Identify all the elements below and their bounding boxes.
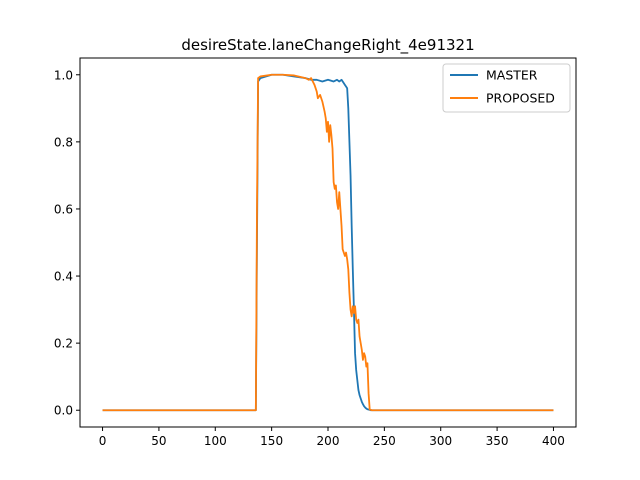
y-tick-label: 0.2 <box>54 337 73 351</box>
x-tick-label: 400 <box>542 434 565 448</box>
y-tick-label: 0.6 <box>54 202 73 216</box>
y-tick-label: 1.0 <box>54 68 73 82</box>
x-tick-label: 200 <box>317 434 340 448</box>
y-tick-label: 0.8 <box>54 135 73 149</box>
y-tick-label: 0.4 <box>54 270 73 284</box>
legend: MASTER PROPOSED <box>442 63 571 113</box>
legend-label-proposed: PROPOSED <box>486 91 555 106</box>
x-tick-label: 0 <box>99 434 107 448</box>
x-axis: 0 50 100 150 200 250 300 350 400 <box>99 427 565 448</box>
x-tick-label: 350 <box>486 434 509 448</box>
x-tick-label: 100 <box>204 434 227 448</box>
y-axis: 0.0 0.2 0.4 0.6 0.8 1.0 <box>54 68 80 418</box>
series-line-proposed <box>102 73 554 412</box>
y-tick-label: 0.0 <box>54 404 73 418</box>
legend-label-master: MASTER <box>486 68 538 83</box>
x-tick-label: 250 <box>373 434 396 448</box>
chart-title: desireState.laneChangeRight_4e91321 <box>181 36 474 55</box>
plot-area <box>102 73 554 412</box>
x-tick-label: 150 <box>260 434 283 448</box>
x-tick-label: 50 <box>151 434 166 448</box>
x-tick-label: 300 <box>429 434 452 448</box>
